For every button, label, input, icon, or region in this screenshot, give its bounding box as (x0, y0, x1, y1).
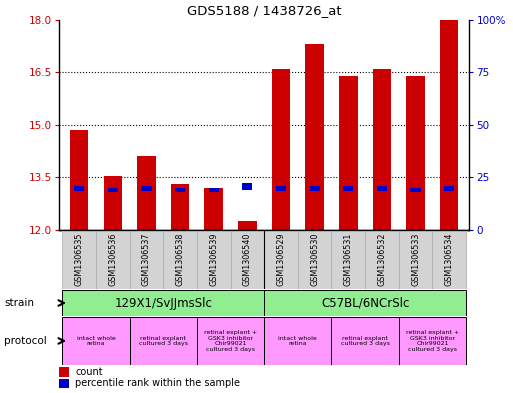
Bar (377, 186, 387, 191)
Bar (205, 188, 223, 230)
Title: GDS5188 / 1438726_at: GDS5188 / 1438726_at (187, 4, 342, 17)
Bar (264, 231, 298, 289)
Bar (309, 186, 320, 191)
Bar (331, 318, 399, 365)
Bar (238, 221, 256, 230)
Bar (399, 231, 432, 289)
Bar (242, 183, 252, 189)
Text: GSM1306534: GSM1306534 (445, 232, 453, 286)
Bar (305, 44, 324, 230)
Bar (272, 69, 290, 230)
Bar (59, 379, 69, 388)
Bar (163, 231, 197, 289)
Bar (63, 318, 130, 365)
Text: GSM1306537: GSM1306537 (142, 232, 151, 286)
Bar (264, 318, 331, 365)
Bar (197, 318, 264, 365)
Bar (142, 186, 151, 191)
Bar (74, 186, 84, 191)
Bar (406, 76, 425, 230)
Bar (444, 186, 455, 191)
Bar (130, 231, 163, 289)
Bar (108, 187, 118, 192)
Text: GSM1306533: GSM1306533 (411, 232, 420, 286)
Bar (96, 231, 130, 289)
Text: strain: strain (4, 298, 34, 308)
Bar (59, 367, 69, 376)
Bar (63, 231, 96, 289)
Bar (331, 231, 365, 289)
Text: intact whole
retina: intact whole retina (279, 336, 317, 346)
Text: retinal explant +
GSK3 inhibitor
Chir99021
cultured 3 days: retinal explant + GSK3 inhibitor Chir990… (406, 330, 459, 352)
Text: protocol: protocol (4, 336, 47, 346)
Text: percentile rank within the sample: percentile rank within the sample (75, 378, 241, 388)
Bar (171, 184, 189, 230)
Text: GSM1306540: GSM1306540 (243, 232, 252, 286)
Bar (63, 290, 264, 316)
Bar (175, 187, 185, 192)
Text: GSM1306529: GSM1306529 (277, 232, 286, 286)
Bar (209, 187, 219, 192)
Text: count: count (75, 367, 103, 377)
Text: GSM1306532: GSM1306532 (378, 232, 386, 286)
Bar (130, 318, 197, 365)
Bar (365, 231, 399, 289)
Text: retinal explant
cultured 3 days: retinal explant cultured 3 days (341, 336, 389, 346)
Bar (137, 156, 156, 230)
Bar (197, 231, 230, 289)
Text: GSM1306535: GSM1306535 (75, 232, 84, 286)
Text: GSM1306538: GSM1306538 (175, 232, 185, 286)
Bar (230, 231, 264, 289)
Bar (343, 186, 353, 191)
Text: GSM1306536: GSM1306536 (108, 232, 117, 286)
Bar (298, 231, 331, 289)
Text: 129X1/SvJJmsSlc: 129X1/SvJJmsSlc (114, 296, 212, 310)
Bar (399, 318, 466, 365)
Text: GSM1306531: GSM1306531 (344, 232, 353, 286)
Text: GSM1306539: GSM1306539 (209, 232, 218, 286)
Bar (264, 290, 466, 316)
Bar (104, 176, 122, 230)
Bar (339, 76, 358, 230)
Bar (410, 187, 421, 192)
Bar (70, 130, 88, 230)
Text: GSM1306530: GSM1306530 (310, 232, 319, 286)
Text: C57BL/6NCrSlc: C57BL/6NCrSlc (321, 296, 409, 310)
Text: retinal explant
cultured 3 days: retinal explant cultured 3 days (139, 336, 188, 346)
Text: intact whole
retina: intact whole retina (76, 336, 115, 346)
Bar (372, 69, 391, 230)
Text: retinal explant +
GSK3 inhibitor
Chir99021
cultured 3 days: retinal explant + GSK3 inhibitor Chir990… (204, 330, 257, 352)
Bar (432, 231, 466, 289)
Bar (276, 186, 286, 191)
Bar (440, 20, 459, 230)
